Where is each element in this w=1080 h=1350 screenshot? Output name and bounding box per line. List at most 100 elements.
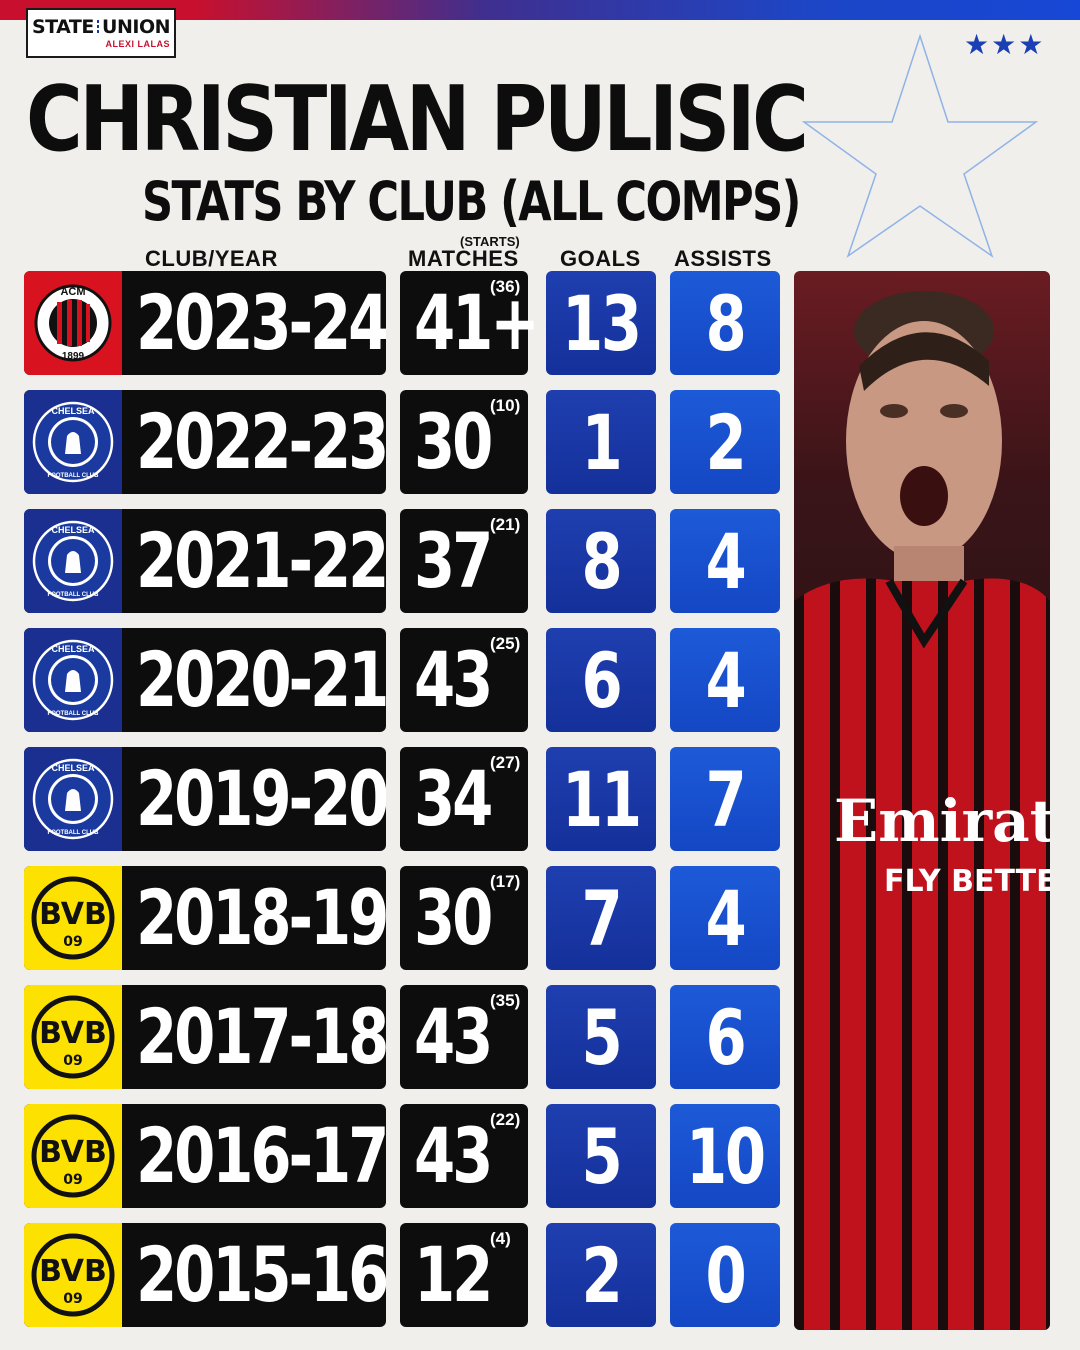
matches-cell: 43 (25) bbox=[400, 628, 528, 732]
table-row: CHELSEA FOOTBALL CLUB 2022-23 30 (10) 1 2 bbox=[24, 390, 782, 494]
club-crest: CHELSEA FOOTBALL CLUB bbox=[24, 747, 122, 851]
svg-text:09: 09 bbox=[63, 1291, 82, 1307]
assists-cell: 6 bbox=[670, 985, 780, 1089]
assists-cell: 4 bbox=[670, 628, 780, 732]
starts-value: (25) bbox=[490, 634, 521, 653]
column-header-matches: MATCHES bbox=[408, 246, 519, 271]
table-row: CHELSEA FOOTBALL CLUB 2021-22 37 (21) 8 4 bbox=[24, 509, 782, 613]
player-photo: Emirat FLY BETTE bbox=[794, 271, 1050, 1330]
club-crest: CHELSEA FOOTBALL CLUB bbox=[24, 509, 122, 613]
matches-value: 30 bbox=[414, 873, 493, 962]
club-crest: BVB 09 bbox=[24, 985, 122, 1089]
assists-cell: 8 bbox=[670, 271, 780, 375]
chelsea-crest-icon: CHELSEA FOOTBALL CLUB bbox=[32, 758, 114, 840]
assists-cell: 2 bbox=[670, 390, 780, 494]
assists-cell: 10 bbox=[670, 1104, 780, 1208]
season-year: 2019-20 bbox=[136, 754, 386, 843]
club-crest: BVB 09 bbox=[24, 1223, 122, 1327]
club-year-cell: BVB 09 2016-17 bbox=[24, 1104, 386, 1208]
matches-cell: 34 (27) bbox=[400, 747, 528, 851]
svg-text:CHELSEA: CHELSEA bbox=[51, 406, 95, 416]
outline-star-icon bbox=[801, 33, 1039, 258]
goals-value: 6 bbox=[581, 635, 623, 725]
club-crest: BVB 09 bbox=[24, 866, 122, 970]
assists-value: 6 bbox=[705, 992, 747, 1082]
starts-value: (10) bbox=[490, 396, 521, 415]
bvb-crest-icon: BVB 09 bbox=[31, 876, 115, 960]
club-year-cell: CHELSEA FOOTBALL CLUB 2021-22 bbox=[24, 509, 386, 613]
goals-cell: 5 bbox=[546, 1104, 656, 1208]
table-row: BVB 09 2017-18 43 (35) 5 6 bbox=[24, 985, 782, 1089]
matches-cell: 30 (17) bbox=[400, 866, 528, 970]
goals-cell: 13 bbox=[546, 271, 656, 375]
club-year-cell: ACM 1899 2023-24 bbox=[24, 271, 386, 375]
svg-text:BVB: BVB bbox=[39, 897, 107, 932]
club-year-cell: CHELSEA FOOTBALL CLUB 2020-21 bbox=[24, 628, 386, 732]
club-crest: CHELSEA FOOTBALL CLUB bbox=[24, 390, 122, 494]
season-year: 2016-17 bbox=[136, 1111, 386, 1200]
svg-text:ACM: ACM bbox=[60, 286, 85, 298]
bvb-crest-icon: BVB 09 bbox=[31, 1114, 115, 1198]
svg-text:09: 09 bbox=[63, 934, 82, 950]
svg-text:1899: 1899 bbox=[62, 351, 85, 362]
matches-cell: 37 (21) bbox=[400, 509, 528, 613]
club-crest: ACM 1899 bbox=[24, 271, 122, 375]
starts-value: (21) bbox=[490, 515, 521, 534]
svg-text:FOOTBALL CLUB: FOOTBALL CLUB bbox=[48, 830, 100, 836]
goals-cell: 6 bbox=[546, 628, 656, 732]
season-year: 2015-16 bbox=[136, 1230, 386, 1319]
column-header-goals: GOALS bbox=[560, 246, 641, 271]
goals-value: 2 bbox=[581, 1230, 623, 1320]
matches-value: 37 bbox=[414, 516, 493, 605]
assists-cell: 4 bbox=[670, 866, 780, 970]
column-header-club-year: CLUB/YEAR bbox=[145, 246, 278, 271]
season-year: 2022-23 bbox=[136, 397, 386, 486]
club-crest: CHELSEA FOOTBALL CLUB bbox=[24, 628, 122, 732]
goals-value: 13 bbox=[562, 278, 642, 368]
season-year: 2023-24 bbox=[136, 278, 386, 367]
season-year: 2021-22 bbox=[136, 516, 386, 605]
assists-value: 4 bbox=[705, 635, 747, 725]
matches-cell: 30 (10) bbox=[400, 390, 528, 494]
brand-host: ALEXI LALAS bbox=[105, 38, 170, 49]
starts-value: (4) bbox=[490, 1229, 511, 1248]
jersey-sponsor-text: Emirat bbox=[834, 787, 1050, 855]
assists-cell: 0 bbox=[670, 1223, 780, 1327]
goals-cell: 2 bbox=[546, 1223, 656, 1327]
matches-value: 34 bbox=[414, 754, 493, 843]
club-year-cell: CHELSEA FOOTBALL CLUB 2022-23 bbox=[24, 390, 386, 494]
matches-value: 43 bbox=[414, 992, 493, 1081]
assists-value: 8 bbox=[705, 278, 747, 368]
page-subtitle: STATS BY CLUB (ALL COMPS) bbox=[142, 170, 801, 233]
goals-cell: 11 bbox=[546, 747, 656, 851]
matches-cell: 41+ (36) bbox=[400, 271, 540, 375]
svg-text:09: 09 bbox=[63, 1053, 82, 1069]
svg-text:CHELSEA: CHELSEA bbox=[51, 525, 95, 535]
club-crest: BVB 09 bbox=[24, 1104, 122, 1208]
table-row: ACM 1899 2023-24 41+ (36) 13 8 bbox=[24, 271, 782, 375]
goals-cell: 8 bbox=[546, 509, 656, 613]
assists-cell: 7 bbox=[670, 747, 780, 851]
matches-value: 30 bbox=[414, 397, 493, 486]
bvb-crest-icon: BVB 09 bbox=[31, 1233, 115, 1317]
chelsea-crest-icon: CHELSEA FOOTBALL CLUB bbox=[32, 401, 114, 483]
goals-value: 8 bbox=[581, 516, 623, 606]
page-title: CHRISTIAN PULISIC bbox=[26, 67, 809, 172]
season-year: 2017-18 bbox=[136, 992, 386, 1081]
assists-value: 2 bbox=[705, 397, 747, 487]
matches-cell: 12 (4) bbox=[400, 1223, 528, 1327]
assists-value: 0 bbox=[705, 1230, 747, 1320]
svg-text:BVB: BVB bbox=[39, 1135, 107, 1170]
goals-value: 5 bbox=[581, 1111, 623, 1201]
goals-value: 11 bbox=[562, 754, 642, 844]
season-year: 2020-21 bbox=[136, 635, 386, 724]
assists-value: 7 bbox=[705, 754, 747, 844]
assists-value: 10 bbox=[686, 1111, 766, 1201]
matches-value: 12 bbox=[414, 1230, 493, 1319]
chelsea-crest-icon: CHELSEA FOOTBALL CLUB bbox=[32, 520, 114, 602]
bvb-crest-icon: BVB 09 bbox=[31, 995, 115, 1079]
season-year: 2018-19 bbox=[136, 873, 386, 962]
top-color-stripe bbox=[0, 0, 1080, 20]
svg-text:FOOTBALL CLUB: FOOTBALL CLUB bbox=[48, 711, 100, 717]
brand-word-union: UNION bbox=[102, 15, 170, 38]
